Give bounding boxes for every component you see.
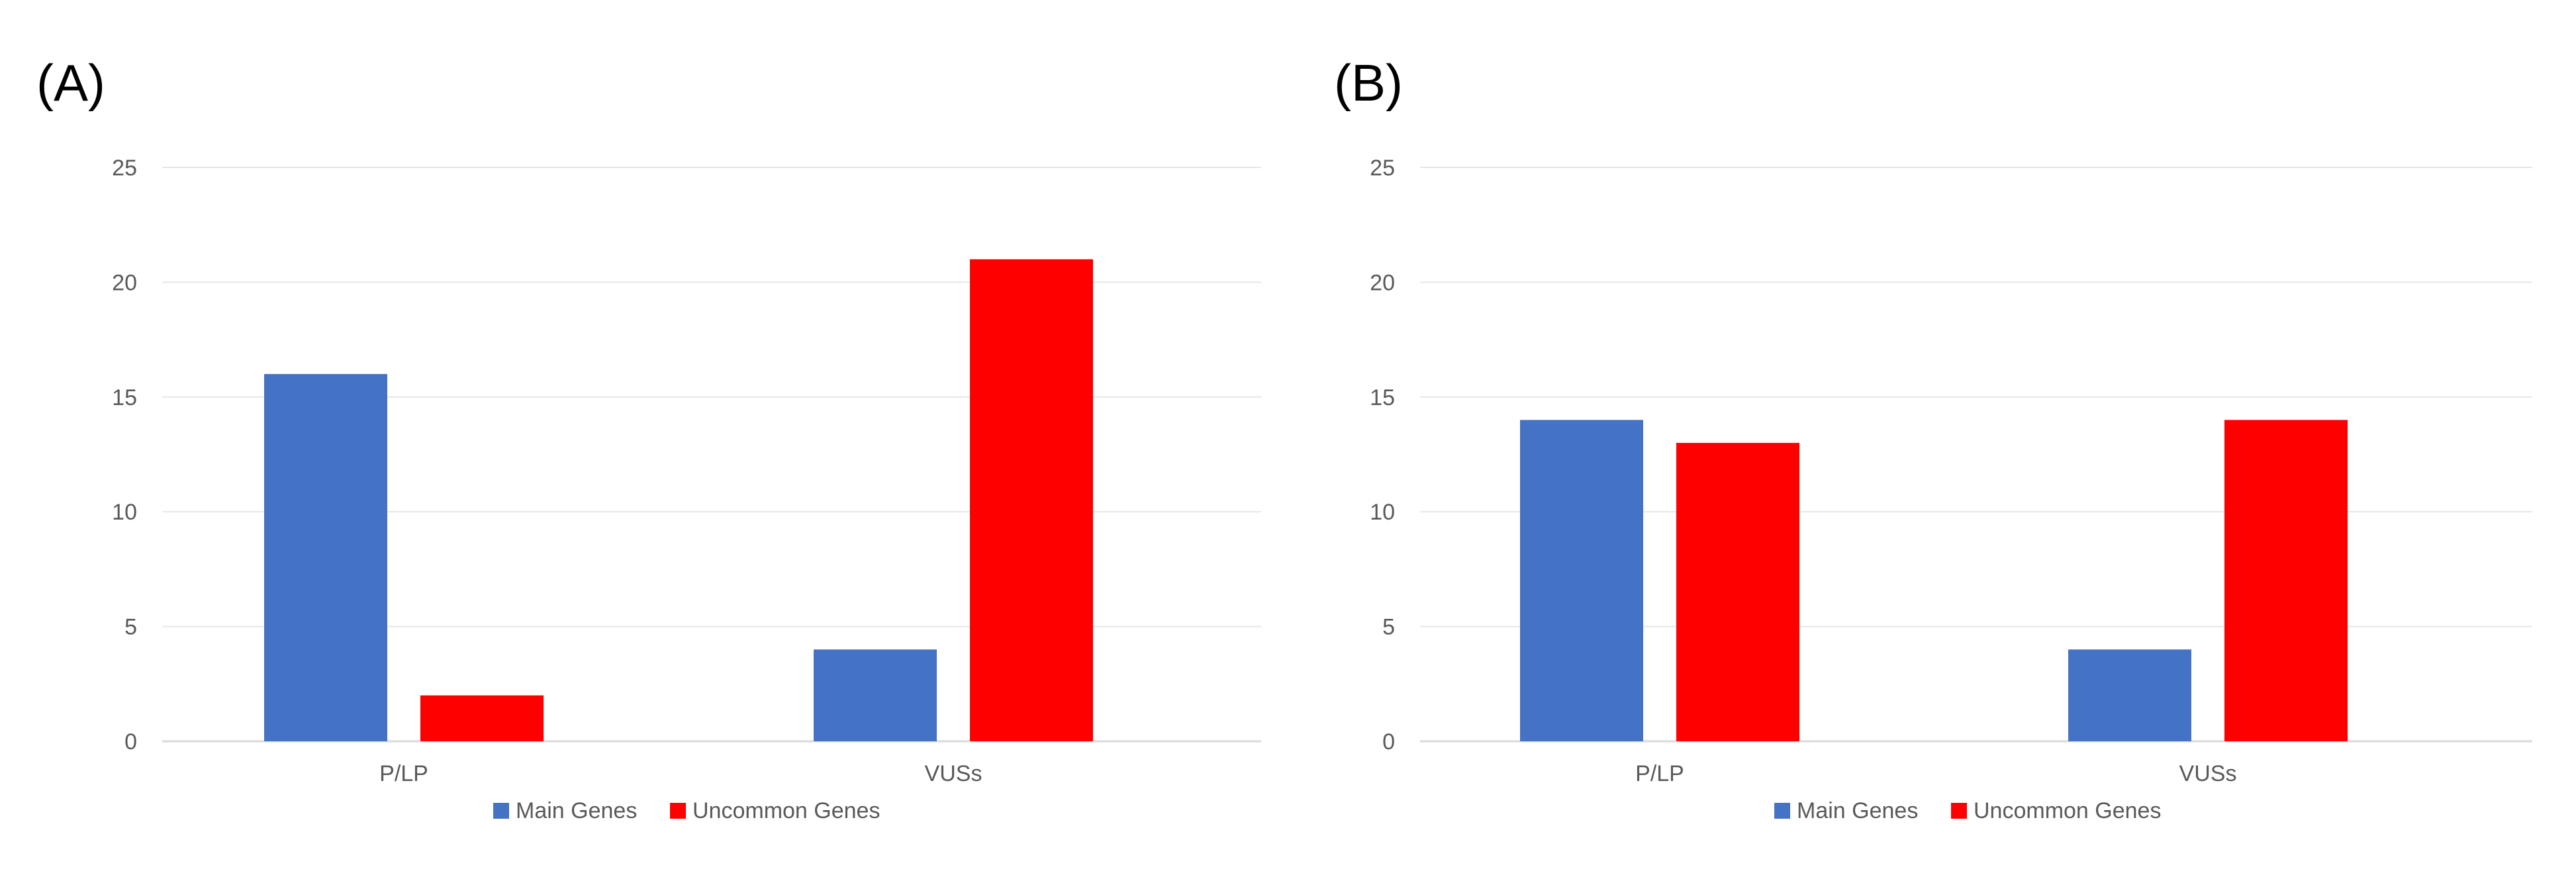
x-tick-label: P/LP <box>379 761 428 786</box>
y-tick-label: 20 <box>1370 270 1395 295</box>
bar-main-genes-plp <box>1520 420 1643 741</box>
panel-label-b: (B) <box>1334 54 1403 112</box>
bar-chart-b: 0 5 10 15 20 25 P/LP VUSs Main Genes Uncommon Gen… <box>1370 156 2532 823</box>
legend-swatch <box>1951 803 1967 819</box>
bar-main-genes-plp <box>264 374 387 741</box>
x-tick-label: VUSs <box>925 761 982 786</box>
chart-panel-a: (A) 0 5 10 15 20 25 P/LP VUSs Main Genes Uncommon… <box>36 54 1261 823</box>
y-tick-label: 15 <box>112 385 137 410</box>
bar-uncommon-genes-vuss <box>970 259 1093 742</box>
legend-label: Uncommon Genes <box>692 798 880 823</box>
bar-chart-a: 0 5 10 15 20 25 P/LP VUSs Main Genes Uncommon Gen… <box>112 156 1261 823</box>
y-tick-label: 25 <box>1370 156 1395 181</box>
legend-label: Main Genes <box>516 798 637 823</box>
y-tick-label: 20 <box>112 270 137 295</box>
bar-uncommon-genes-vuss <box>2224 420 2348 741</box>
y-tick-label: 5 <box>1382 615 1395 640</box>
x-tick-label: P/LP <box>1635 761 1684 786</box>
y-tick-label: 5 <box>124 615 137 640</box>
y-tick-label: 10 <box>112 500 137 525</box>
y-tick-label: 25 <box>112 156 137 181</box>
chart-panel-b: (B) 0 5 10 15 20 25 P/LP VUSs Main Genes Uncommon… <box>1288 0 2575 873</box>
y-tick-label: 0 <box>1382 729 1395 755</box>
legend-swatch <box>493 803 509 819</box>
legend-swatch <box>1774 803 1790 819</box>
legend-label: Main Genes <box>1797 798 1918 823</box>
y-tick-label: 0 <box>124 729 137 755</box>
y-tick-label: 15 <box>1370 385 1395 410</box>
bar-uncommon-genes-plp <box>1676 443 1799 741</box>
bar-main-genes-vuss <box>2068 649 2191 741</box>
legend-label: Uncommon Genes <box>1974 798 2161 823</box>
x-tick-label: VUSs <box>2179 761 2237 786</box>
legend-swatch <box>670 803 686 819</box>
bar-uncommon-genes-plp <box>420 695 544 741</box>
y-tick-label: 10 <box>1370 500 1395 525</box>
panel-label-a: (A) <box>36 54 105 112</box>
bar-main-genes-vuss <box>814 649 937 741</box>
